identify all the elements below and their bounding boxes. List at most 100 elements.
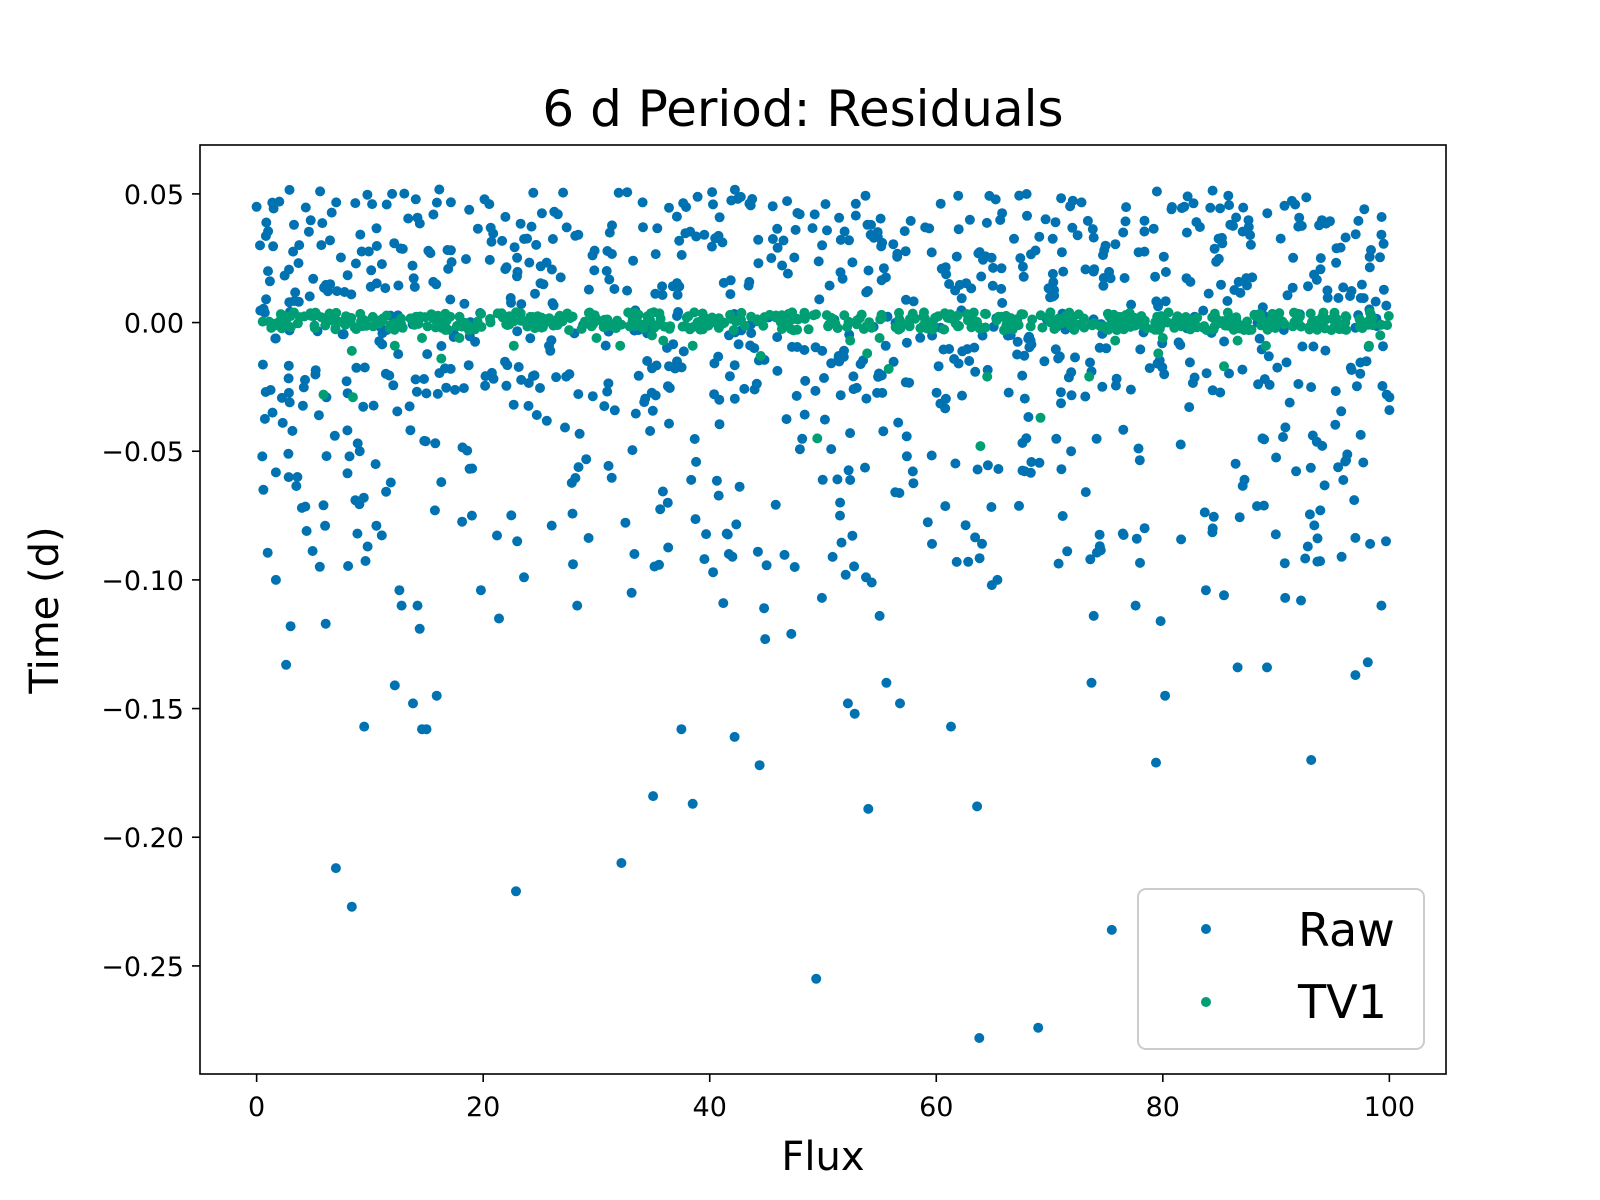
point-raw — [1176, 534, 1187, 545]
point-raw — [880, 340, 891, 351]
point-raw — [1066, 367, 1077, 378]
point-raw — [649, 561, 660, 572]
point-tv1 — [1002, 316, 1013, 327]
point-tv1 — [554, 310, 565, 321]
point-raw — [837, 273, 848, 284]
point-raw — [1351, 381, 1362, 392]
point-raw — [787, 341, 797, 352]
point-raw — [691, 456, 702, 467]
point-raw — [860, 190, 871, 201]
point-raw — [263, 226, 274, 237]
point-raw — [835, 497, 846, 508]
point-raw — [1294, 212, 1305, 223]
point-tv1 — [707, 312, 718, 323]
point-raw — [817, 240, 828, 251]
point-raw — [1243, 221, 1254, 232]
point-tv1 — [1157, 333, 1168, 343]
point-tv1 — [883, 363, 894, 374]
point-raw — [475, 585, 486, 596]
point-raw — [1148, 223, 1159, 234]
point-raw — [1346, 286, 1357, 296]
point-raw — [1245, 239, 1256, 250]
point-raw — [826, 444, 837, 455]
point-raw — [657, 486, 668, 497]
point-raw — [817, 345, 828, 356]
point-raw — [1315, 264, 1326, 275]
point-raw — [354, 446, 365, 457]
point-raw — [1118, 530, 1129, 540]
point-raw — [671, 211, 682, 222]
point-raw — [480, 380, 491, 391]
plot-points — [251, 184, 1395, 1043]
point-raw — [485, 222, 496, 233]
point-tv1 — [508, 316, 519, 327]
point-raw — [915, 332, 926, 343]
point-raw — [1015, 253, 1026, 264]
point-raw — [722, 529, 733, 540]
point-tv1 — [1101, 323, 1112, 334]
point-tv1 — [1118, 324, 1129, 335]
point-raw — [849, 708, 860, 719]
point-raw — [1259, 434, 1270, 445]
point-raw — [1270, 529, 1281, 540]
point-tv1 — [1255, 312, 1266, 323]
point-raw — [315, 186, 326, 197]
point-raw — [436, 341, 447, 351]
point-raw — [1167, 202, 1177, 212]
point-tv1 — [1242, 316, 1253, 327]
point-raw — [799, 409, 810, 420]
point-raw — [1338, 282, 1349, 293]
point-tv1 — [1089, 318, 1100, 329]
point-raw — [1272, 362, 1283, 373]
point-raw — [516, 299, 527, 310]
point-raw — [822, 225, 832, 236]
point-raw — [410, 194, 421, 205]
point-raw — [770, 499, 781, 510]
point-raw — [512, 252, 523, 263]
point-raw — [984, 190, 995, 201]
point-tv1 — [1064, 307, 1075, 318]
point-raw — [1306, 382, 1317, 393]
point-raw — [819, 414, 830, 425]
point-raw — [1315, 253, 1326, 264]
point-raw — [288, 246, 299, 257]
point-raw — [1359, 204, 1370, 215]
point-raw — [350, 258, 361, 269]
point-raw — [734, 481, 745, 492]
point-raw — [931, 387, 942, 398]
point-raw — [1017, 370, 1028, 381]
point-raw — [359, 721, 370, 732]
point-raw — [1370, 296, 1381, 307]
point-tv1 — [646, 308, 656, 319]
point-raw — [1048, 277, 1059, 288]
legend-marker-tv1 — [1201, 997, 1211, 1007]
point-raw — [1033, 1022, 1044, 1033]
point-raw — [462, 445, 473, 456]
plot-frame — [199, 144, 1447, 1075]
point-raw — [835, 510, 845, 521]
point-raw — [317, 218, 328, 229]
point-tv1 — [522, 321, 533, 332]
point-raw — [346, 901, 357, 912]
point-tv1 — [1220, 316, 1230, 327]
x-tick-label: 60 — [919, 1092, 953, 1123]
point-raw — [1118, 227, 1129, 238]
point-tv1 — [463, 325, 474, 336]
point-raw — [707, 187, 718, 198]
point-raw — [459, 298, 470, 309]
point-raw — [385, 477, 396, 488]
point-raw — [367, 199, 378, 210]
point-raw — [664, 202, 674, 213]
point-tv1 — [1136, 311, 1147, 322]
point-raw — [1381, 389, 1392, 400]
point-raw — [1066, 446, 1077, 457]
point-raw — [561, 222, 572, 233]
point-raw — [536, 208, 547, 219]
point-raw — [587, 391, 598, 402]
point-tv1 — [567, 311, 578, 322]
point-raw — [714, 419, 725, 430]
point-tv1 — [771, 310, 781, 321]
point-raw — [848, 371, 859, 382]
point-raw — [370, 459, 381, 470]
point-raw — [647, 405, 658, 416]
